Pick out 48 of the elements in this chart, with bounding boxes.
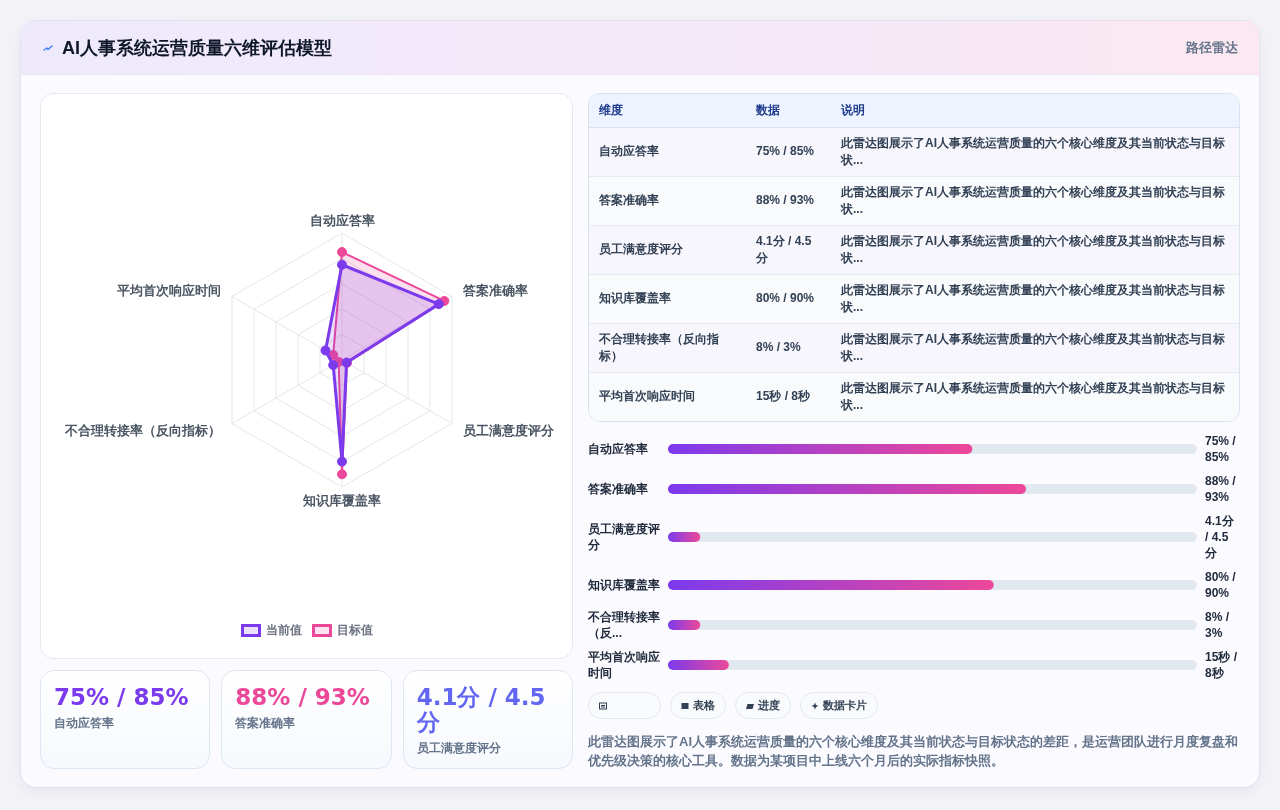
- y-tick-label: 员工满意度评分: [588, 521, 661, 553]
- text: 此雷达图展示了AI人事系统运营质量的六个核心维度及其当前状态与目标状...: [841, 372, 1239, 421]
- text: 4.1分 / 4.5分: [756, 225, 841, 274]
- category-label: 不合理转接率（反向指标）: [589, 323, 756, 372]
- text: 75% / 85%: [54, 684, 190, 710]
- text: 数据: [756, 94, 841, 127]
- category-label: 数据卡片: [823, 698, 867, 713]
- text: 此雷达图展示了AI人事系统运营质量的六个核心维度及其当前状态与目标状...: [841, 323, 1239, 372]
- text: 15秒 / 8秒: [756, 372, 841, 421]
- legend-label: 目标值: [336, 622, 373, 639]
- category-label: 进度: [758, 698, 780, 713]
- text: 15秒 / 8秒: [1205, 649, 1238, 681]
- text: 此雷达图展示了AI人事系统运营质量的六个核心维度及其当前状态与目标状...: [841, 176, 1239, 225]
- category-label: 答案准确率: [235, 716, 297, 730]
- spoke-label: 知识库覆盖率: [302, 492, 381, 508]
- y-tick-label: 自动应答率: [588, 441, 649, 457]
- legend-label: 当前值: [265, 622, 302, 639]
- text: 8% / 3%: [756, 323, 841, 372]
- category-label: 员工满意度评分: [416, 741, 502, 755]
- text: AI人事系统运营质量六维评估模型: [62, 37, 332, 60]
- y-tick-label: 不合理转接率（反...: [588, 609, 661, 641]
- text: 此雷达图展示了AI人事系统运营质量的六个核心维度及其当前状态与目标状...: [841, 225, 1239, 274]
- text: 80% / 90%: [756, 274, 841, 323]
- text: 4.1分 / 4.5分: [416, 684, 547, 735]
- category-label: 表格: [693, 698, 715, 713]
- text: 88% / 93%: [756, 176, 841, 225]
- spoke-label: 答案准确率: [462, 282, 529, 298]
- y-tick-label: 答案准确率: [588, 481, 649, 497]
- y-tick-label: 知识库覆盖率: [588, 577, 661, 593]
- spoke-label: 不合理转接率（反向指标）: [63, 422, 221, 438]
- text: 75% / 85%: [756, 127, 841, 176]
- text: 此雷达图展示了AI人事系统运营质量的六个核心维度及其当前状态与目标状...: [841, 127, 1239, 176]
- text: 说明: [841, 94, 1239, 127]
- spoke-label: 自动应答率: [309, 212, 375, 228]
- text: 88% / 93%: [235, 684, 371, 710]
- text: 88% / 93%: [1205, 473, 1237, 505]
- text: 4.1分 / 4.5分: [1205, 513, 1235, 561]
- text: 维度: [589, 94, 756, 127]
- spoke-label: 员工满意度评分: [463, 422, 556, 438]
- category-label: 自动应答率: [54, 716, 115, 730]
- text: 此雷达图展示了AI人事系统运营质量的六个核心维度及其当前状态与目标状...: [841, 274, 1239, 323]
- spoke-label: 平均首次响应时间: [115, 282, 221, 298]
- y-tick-label: 平均首次响应时间: [588, 649, 661, 681]
- text: 8% / 3%: [1205, 609, 1230, 641]
- text: 路径雷达: [1186, 40, 1238, 56]
- text: 75% / 85%: [1205, 433, 1237, 465]
- text: 此雷达图展示了AI人事系统运营质量的六个核心维度及其当前状态与目标状态的差距，是运营团队进行月度复盘和优先级决策的核心工具。数据为某项目中上线六个月后的实际指标快照。: [588, 733, 1239, 770]
- text: 80% / 90%: [1205, 569, 1237, 601]
